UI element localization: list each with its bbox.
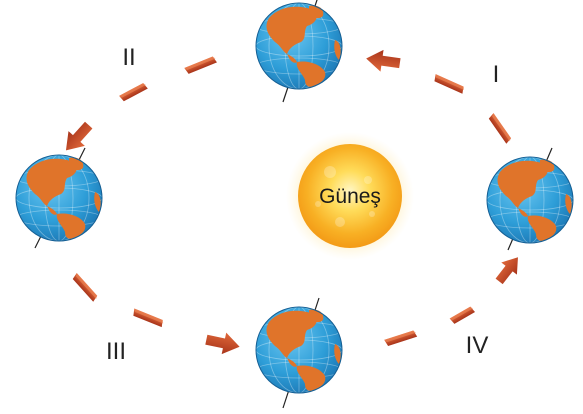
orbit-dash bbox=[449, 305, 476, 325]
position-label-iii: III bbox=[106, 338, 126, 365]
orbit-arrowhead bbox=[204, 328, 242, 358]
orbit-arrowhead bbox=[491, 251, 526, 288]
orbit-arrowhead bbox=[57, 117, 97, 158]
orbit-dash bbox=[384, 329, 418, 347]
orbit-dash bbox=[432, 74, 466, 94]
sun: Güneş bbox=[286, 132, 414, 260]
orbit-dash bbox=[487, 113, 513, 144]
earth-right bbox=[486, 147, 574, 251]
sun-label: Güneş bbox=[319, 185, 381, 208]
orbit-dash bbox=[119, 82, 148, 103]
orbit-dash bbox=[131, 308, 165, 328]
orbit-dash bbox=[71, 272, 99, 302]
orbit-arrowhead bbox=[364, 47, 402, 75]
position-label-ii: II bbox=[122, 44, 135, 71]
earth-bottom bbox=[255, 297, 343, 409]
position-label-i: I bbox=[493, 61, 500, 88]
position-label-iv: IV bbox=[466, 332, 489, 359]
earth-top bbox=[255, 0, 343, 103]
earth-left bbox=[15, 147, 103, 249]
orbit-dash bbox=[184, 55, 217, 75]
